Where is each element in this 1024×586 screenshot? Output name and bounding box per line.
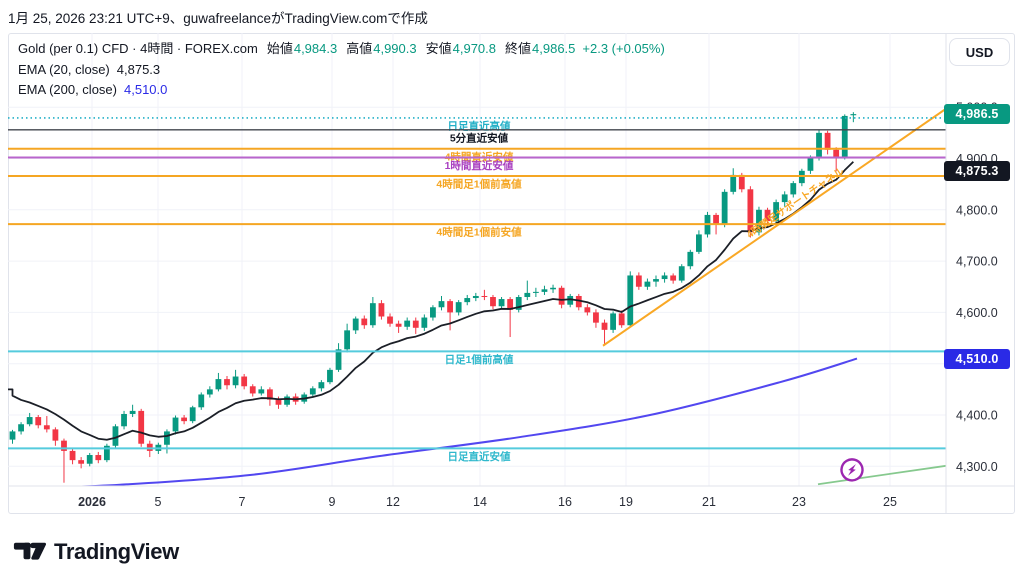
high-value: 4,990.3: [373, 41, 417, 56]
ema200-value: 4,510.0: [124, 82, 168, 97]
open-value: 4,984.3: [293, 41, 338, 56]
open-label: 始値: [266, 41, 293, 56]
change-value: +2.3 (+0.05%): [582, 41, 665, 56]
low-label: 安値: [425, 41, 452, 56]
high-label: 高値: [346, 41, 373, 56]
symbol-summary-row[interactable]: Gold (per 0.1) CFD · 4時間 · FOREX.com 始値4,…: [18, 39, 665, 60]
close-value: 4,986.5: [532, 41, 576, 56]
symbol-title[interactable]: Gold (per 0.1) CFD · 4時間 · FOREX.com: [18, 41, 258, 56]
close-label: 終値: [505, 41, 532, 56]
tradingview-logo[interactable]: TradingView: [13, 538, 179, 565]
ema200-price-badge: 4,510.0: [944, 348, 1010, 369]
attribution-text: 1月 25, 2026 23:21 UTC+9、guwafreelanceがTr…: [8, 11, 428, 26]
tradingview-logo-text: TradingView: [54, 538, 179, 564]
ema200-label: EMA (200, close): [18, 82, 117, 97]
chart-legend: Gold (per 0.1) CFD · 4時間 · FOREX.com 始値4,…: [18, 39, 665, 101]
ema20-value: 4,875.3: [116, 61, 161, 77]
ema20-legend-row[interactable]: EMA (20, close) 4,875.3: [18, 60, 665, 81]
low-value: 4,970.8: [452, 41, 496, 56]
last-price-badge: 4,986.5: [944, 104, 1010, 125]
ema200-legend-row[interactable]: EMA (200, close) 4,510.0: [18, 80, 665, 101]
ema20-price-badge: 4,875.3: [944, 161, 1010, 182]
chart-panel: [8, 33, 1015, 514]
ema20-label: EMA (20, close): [18, 61, 110, 77]
currency-button[interactable]: USD: [949, 38, 1010, 66]
tradingview-logo-icon: [13, 542, 46, 560]
